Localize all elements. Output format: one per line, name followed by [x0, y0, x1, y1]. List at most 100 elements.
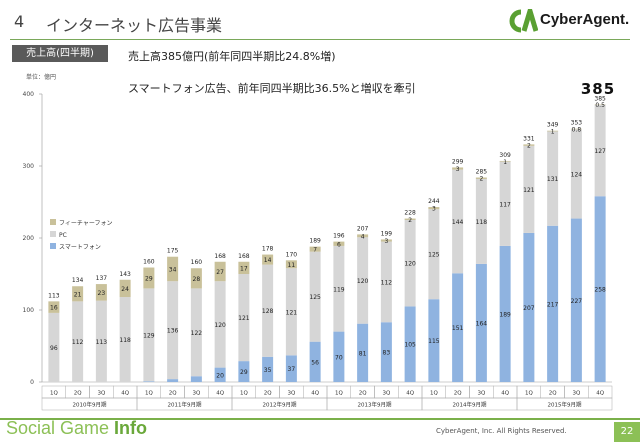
bar-segment-feature-phone	[143, 267, 155, 289]
segment-value-label: 16	[50, 305, 58, 312]
total-value-label: 228	[404, 210, 416, 217]
segment-value-label: 7	[313, 247, 317, 254]
bar-segment-pc	[262, 264, 274, 357]
x-tick-label: 3Q	[192, 391, 200, 397]
total-value-label: 207	[357, 225, 369, 232]
bar-segment-pc	[119, 297, 131, 382]
segment-value-label: 3	[384, 238, 388, 245]
bar-segment-pc	[95, 300, 107, 382]
y-tick-label: 200	[23, 235, 35, 242]
segment-value-label: 105	[404, 342, 416, 349]
segment-value-label: 3	[456, 166, 460, 173]
segment-value-label: 2	[479, 176, 483, 183]
bar-segment-pc	[48, 312, 60, 382]
bar-segment-pc	[167, 281, 179, 380]
bar-segment-pc	[428, 209, 440, 300]
bar-segment-pc	[190, 288, 202, 377]
legend-label: スマートフォン	[59, 244, 101, 251]
segment-value-label: 144	[452, 219, 464, 226]
total-value-label: 178	[262, 246, 274, 253]
segment-value-label: 11	[288, 262, 296, 269]
bar-segment-pc	[452, 169, 464, 274]
segment-value-label: 4	[361, 233, 365, 240]
bar-segment-pc	[214, 281, 226, 368]
bar-segment-pc	[475, 178, 487, 264]
year-group-label: 2012年9月期	[263, 401, 297, 409]
bar-segment-smartphone	[499, 245, 511, 382]
latest-total-emphasis: 385	[580, 80, 616, 98]
footer-divider	[0, 418, 640, 420]
segment-value-label: 151	[452, 325, 464, 332]
total-value-label: 349	[547, 122, 559, 129]
legend-swatch-pc	[50, 231, 56, 237]
bar-segment-smartphone	[238, 361, 250, 382]
segment-value-label: 120	[357, 278, 369, 285]
x-tick-label: 2Q	[264, 391, 272, 397]
unit-label: 単位：億円	[26, 73, 56, 81]
headline-revenue: 売上高385億円(前年同四半期比24.8%増)	[128, 50, 336, 63]
segment-value-label: 2	[527, 143, 531, 150]
x-tick-label: 1Q	[430, 391, 438, 397]
segment-value-label: 207	[523, 305, 535, 312]
segment-value-label: 23	[98, 290, 106, 297]
bar-segment-pc	[309, 251, 321, 342]
segment-value-label: 37	[288, 366, 296, 373]
footer-brand: Social Game Info	[6, 418, 148, 438]
segment-value-label: 125	[428, 252, 440, 259]
x-tick-label: 1Q	[525, 391, 533, 397]
bar-segment-pc	[570, 129, 582, 219]
segment-value-label: 164	[476, 320, 488, 327]
bar-segment-feature-phone	[48, 301, 60, 313]
segment-value-label: 24	[121, 286, 129, 293]
x-tick-label: 1Q	[335, 391, 343, 397]
segment-value-label: 189	[499, 311, 511, 318]
total-value-label: 331	[523, 135, 535, 142]
segment-value-label: 17	[240, 265, 248, 272]
x-tick-label: 3Q	[97, 391, 105, 397]
segment-value-label: 131	[547, 176, 559, 183]
bar-segment-pc	[72, 301, 84, 382]
segment-value-label: 96	[50, 345, 58, 352]
bar-segment-feature-phone	[119, 279, 131, 298]
logo-text: CyberAgent.	[540, 11, 630, 28]
bar-segment-smartphone	[380, 322, 392, 382]
bar-segment-smartphone	[570, 218, 582, 382]
year-group-label: 2014年9月期	[453, 401, 487, 409]
bar-segment-smartphone	[404, 306, 416, 382]
total-value-label: 299	[452, 158, 464, 165]
year-group-label: 2011年9月期	[168, 401, 202, 409]
bar-segment-feature-phone	[167, 256, 179, 282]
x-tick-label: 1Q	[145, 391, 153, 397]
total-value-label: 113	[48, 292, 60, 299]
bar-segment-pc	[357, 237, 369, 324]
slide-number: 4	[14, 12, 25, 31]
x-tick-label: 2Q	[454, 391, 462, 397]
y-tick-label: 400	[23, 91, 35, 98]
x-tick-label: 1Q	[50, 391, 58, 397]
x-tick-label: 4Q	[406, 391, 414, 397]
bar-segment-smartphone	[143, 381, 155, 382]
headline-smartphone: スマートフォン広告、前年同四半期比36.5%と増収を牽引	[128, 82, 416, 95]
segment-value-label: 35	[264, 367, 272, 374]
segment-value-label: 122	[191, 330, 203, 337]
segment-value-label: 118	[476, 219, 488, 226]
segment-value-label: 258	[594, 287, 606, 294]
copyright-text: CyberAgent, Inc. All Rights Reserved.	[436, 427, 567, 435]
page-number: 22	[614, 422, 640, 442]
bar-segment-feature-phone	[95, 284, 107, 301]
segment-value-label: 21	[74, 291, 82, 298]
year-group-label: 2010年9月期	[73, 401, 107, 409]
bar-segment-feature-phone	[262, 254, 274, 265]
segment-value-label: 6	[337, 241, 341, 248]
section-badge: 売上高(四半期)	[12, 45, 108, 62]
bar-segment-pc	[380, 241, 392, 323]
year-group-label: 2013年9月期	[358, 401, 392, 409]
year-group-label: 2015年9月期	[548, 401, 582, 409]
x-tick-label: 2Q	[359, 391, 367, 397]
x-tick-label: 2Q	[169, 391, 177, 397]
bar-segment-feature-phone	[309, 246, 321, 252]
bar-segment-feature-phone	[285, 260, 297, 269]
cyberagent-logo: CyberAgent.	[508, 8, 632, 34]
x-tick-label: 1Q	[240, 391, 248, 397]
segment-value-label: 128	[262, 308, 274, 315]
